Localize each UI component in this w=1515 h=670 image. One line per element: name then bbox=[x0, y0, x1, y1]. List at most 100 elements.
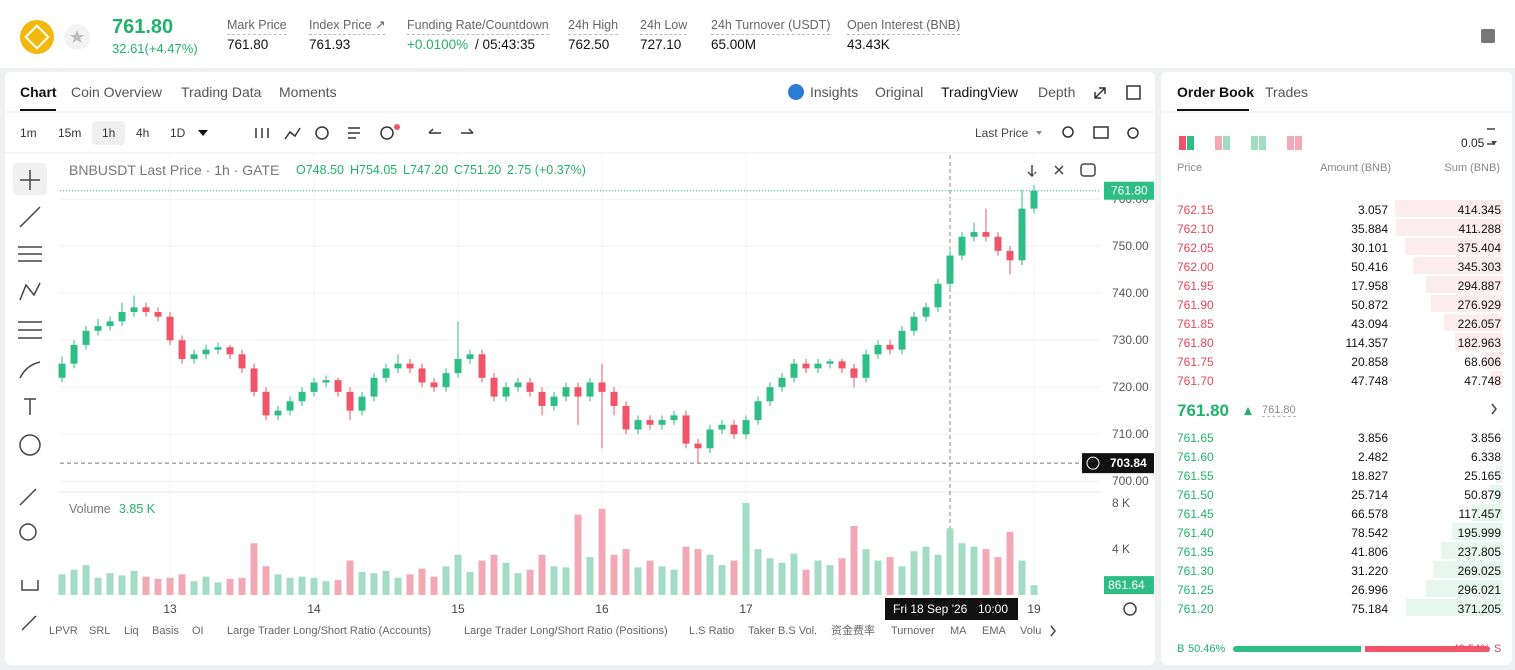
book-price: 761.65 bbox=[1177, 431, 1214, 445]
insights-icon bbox=[788, 84, 804, 100]
book-tab[interactable]: Order Book bbox=[1177, 84, 1255, 100]
book-amount: 41.806 bbox=[1351, 545, 1388, 559]
chart-tab[interactable]: Moments bbox=[279, 84, 337, 100]
x-tick-label: 16 bbox=[595, 602, 609, 616]
candle-body bbox=[94, 326, 102, 331]
candle-body bbox=[130, 307, 138, 312]
volume-bar bbox=[910, 551, 918, 595]
indicator-tab[interactable]: SRL bbox=[89, 625, 111, 637]
y-tick-label: 720.00 bbox=[1112, 380, 1149, 394]
volume-bar bbox=[238, 577, 246, 595]
book-sum: 296.021 bbox=[1457, 583, 1501, 597]
candle-body bbox=[874, 344, 882, 355]
view-tab[interactable]: Depth bbox=[1038, 84, 1076, 100]
view-tab[interactable]: TradingView bbox=[941, 84, 1019, 100]
interval[interactable]: 4h bbox=[136, 126, 150, 140]
crosshair-label-bg bbox=[885, 598, 1018, 620]
indicator-tab[interactable]: EMA bbox=[982, 625, 1006, 637]
fullscreen-icon[interactable] bbox=[1094, 87, 1106, 99]
candle-body bbox=[466, 354, 474, 359]
indicator-tab[interactable]: OI bbox=[192, 625, 204, 637]
tick-caret bbox=[1491, 141, 1497, 148]
indicator-tab[interactable]: MA bbox=[950, 625, 967, 637]
volume-bar bbox=[298, 576, 306, 595]
chart-tab[interactable]: Trading Data bbox=[181, 84, 262, 100]
interval[interactable]: 1m bbox=[20, 126, 37, 140]
indicator-tab[interactable]: Turnover bbox=[891, 625, 935, 637]
indicator-tab[interactable]: Liq bbox=[124, 625, 139, 637]
volume-tick-label: 4 K bbox=[1112, 542, 1130, 556]
candle-body bbox=[346, 391, 354, 411]
stat-label: Index Price ↗ bbox=[309, 19, 386, 35]
depth-bar bbox=[1395, 219, 1503, 236]
chart-tab[interactable]: Chart bbox=[20, 84, 57, 100]
volume-bar bbox=[718, 565, 726, 595]
candle-body bbox=[262, 391, 270, 416]
book-amount: 47.748 bbox=[1351, 374, 1388, 388]
volume-bar bbox=[190, 581, 198, 595]
indicator-tab[interactable]: Volu bbox=[1020, 625, 1042, 637]
volume-bar bbox=[682, 546, 690, 595]
x-tick-label: 19 bbox=[1027, 602, 1041, 616]
volume-bar bbox=[250, 543, 258, 595]
volume-tag-label: 861.64 bbox=[1108, 578, 1145, 592]
indicator-tab[interactable]: 资金费率 bbox=[831, 625, 875, 637]
book-price: 761.30 bbox=[1177, 564, 1214, 578]
volume-bar bbox=[418, 568, 426, 595]
indicator-tab[interactable]: Large Trader Long/Short Ratio (Accounts) bbox=[227, 625, 432, 637]
candle-body bbox=[394, 363, 402, 369]
view-tab[interactable]: Insights bbox=[810, 84, 859, 100]
book-price: 761.90 bbox=[1177, 298, 1214, 312]
tick-size[interactable]: 0.05 bbox=[1461, 136, 1485, 150]
volume-bar bbox=[538, 554, 546, 595]
volume-bar bbox=[802, 569, 810, 595]
book-col: Price bbox=[1177, 162, 1203, 174]
view-tab[interactable]: Original bbox=[875, 84, 924, 100]
candle-body bbox=[334, 380, 342, 392]
candle-body bbox=[658, 420, 666, 425]
candle-body bbox=[598, 382, 606, 392]
volume-tag bbox=[1104, 576, 1154, 595]
book-sum: 68.606 bbox=[1464, 355, 1501, 369]
candle-body bbox=[490, 377, 498, 397]
interval[interactable]: 1h bbox=[102, 126, 116, 140]
indicator-tab[interactable]: Taker B.S Vol. bbox=[748, 625, 818, 637]
chart-tab[interactable]: Coin Overview bbox=[71, 84, 163, 100]
menu-icon[interactable] bbox=[1481, 29, 1495, 43]
interval[interactable]: 1D bbox=[170, 126, 186, 140]
candle-body bbox=[790, 363, 798, 378]
volume-bar bbox=[874, 560, 882, 595]
candle-body bbox=[934, 283, 942, 308]
book-tab[interactable]: Trades bbox=[1265, 84, 1309, 100]
candle-body bbox=[70, 344, 78, 364]
book-price: 761.70 bbox=[1177, 374, 1214, 388]
book-sum: 25.165 bbox=[1464, 469, 1501, 483]
volume-bar bbox=[310, 577, 318, 595]
book-sum: 50.879 bbox=[1464, 488, 1501, 502]
candle-body bbox=[526, 382, 534, 392]
volume-bar bbox=[202, 576, 210, 595]
volume-title: Volume bbox=[69, 502, 111, 516]
book-price: 761.50 bbox=[1177, 488, 1214, 502]
y-tick-label: 710.00 bbox=[1112, 427, 1149, 441]
buy-bar bbox=[1233, 646, 1361, 652]
interval[interactable]: 15m bbox=[58, 126, 82, 140]
volume-bar bbox=[658, 566, 666, 595]
indicator-tab[interactable]: Large Trader Long/Short Ratio (Positions… bbox=[464, 625, 668, 637]
depth-bar bbox=[1405, 238, 1503, 255]
candle-body bbox=[250, 368, 258, 392]
book-price: 762.10 bbox=[1177, 222, 1214, 236]
layout-icon[interactable] bbox=[1126, 85, 1141, 100]
x-tick-label: 13 bbox=[163, 602, 177, 616]
candle-body bbox=[994, 236, 1002, 251]
price-source[interactable]: Last Price bbox=[975, 126, 1029, 140]
book-sum: 47.748 bbox=[1464, 374, 1501, 388]
indicator-tab[interactable]: LPVR bbox=[49, 625, 78, 637]
book-amount: 30.101 bbox=[1351, 241, 1388, 255]
indicator-tab[interactable]: L.S Ratio bbox=[689, 625, 735, 637]
stat-value: 762.50 bbox=[568, 37, 610, 52]
book-amount: 2.482 bbox=[1357, 450, 1388, 464]
book-amount: 66.578 bbox=[1351, 507, 1388, 521]
indicator-tab[interactable]: Basis bbox=[152, 625, 179, 637]
volume-bar bbox=[82, 565, 90, 595]
